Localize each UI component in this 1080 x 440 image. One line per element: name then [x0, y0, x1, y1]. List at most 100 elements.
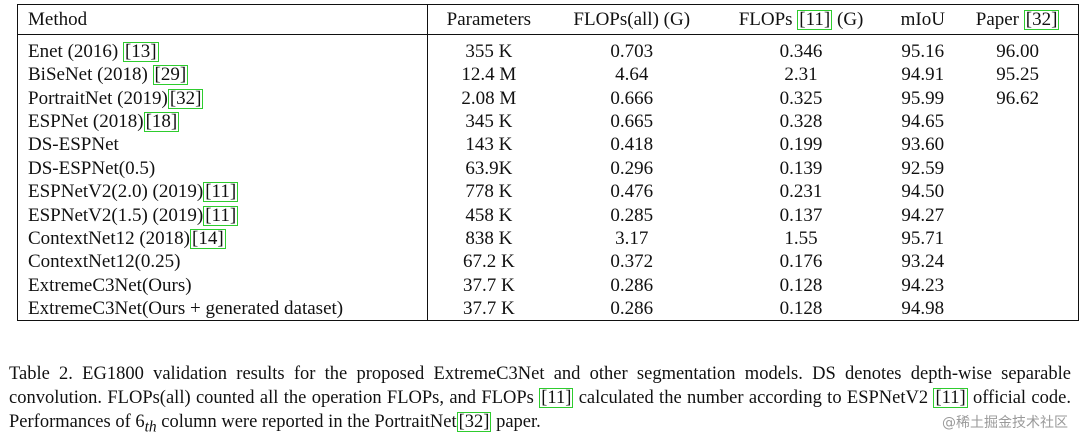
header-flops-all-label: FLOPs(all) (G) [573, 8, 691, 30]
header-flops-label: FLOPs [738, 8, 798, 30]
cell-flops: 0.139 [779, 157, 823, 179]
cell-paper [957, 133, 1078, 156]
table-row: ESPNetV2(1.5) (2019) [11] 458 K 0.285 0.137 9… [17, 203, 1079, 227]
cell-parameters: 355 K [465, 41, 513, 62]
cell-flops: 0.128 [779, 274, 823, 296]
cell-miou: 94.50 [901, 181, 945, 203]
cell-miou: 95.71 [901, 227, 945, 249]
cell-flops-all: 0.296 [610, 157, 654, 179]
method-name: Enet (2016) [28, 41, 123, 62]
method-name: ESPNetV2(2.0) (2019) [28, 181, 204, 203]
cell-parameters: 458 K [465, 204, 513, 226]
caption-citation-1[interactable]: [11] [539, 388, 574, 408]
header-flops-citation[interactable]: [11] [797, 8, 833, 30]
cell-flops-all: 0.476 [610, 181, 654, 203]
table-row: ExtremeC3Net(Ours) 37.7 K 0.286 0.128 94.23 [17, 273, 1079, 297]
cell-parameters: 2.08 M [461, 87, 517, 109]
cell-method: PortraitNet (2019) [32] [17, 86, 428, 110]
cell-miou: 95.16 [901, 41, 945, 62]
cell-method: ContextNet12(0.25) [17, 250, 428, 274]
cell-miou: 92.59 [901, 157, 945, 179]
caption-text-1: Table 2. EG1800 validation results for t… [9, 364, 1071, 408]
cell-flops-all: 0.418 [610, 134, 654, 156]
cell-miou: 94.91 [901, 64, 945, 86]
cell-flops: 0.176 [779, 251, 823, 273]
cell-flops-all: 0.285 [610, 204, 654, 226]
cell-flops: 0.199 [779, 134, 823, 156]
method-citation[interactable]: [18] [143, 110, 180, 132]
cell-method: ContextNet12 (2018) [14] [17, 226, 428, 251]
cell-flops-all: 0.666 [610, 87, 654, 109]
table-row: DS-ESPNet 143 K 0.418 0.199 93.60 [17, 133, 1079, 157]
caption-text-5: paper. [491, 412, 541, 432]
cell-miou: 94.65 [901, 110, 945, 132]
table-body: Enet (2016) [13] 355 K 0.703 0.346 95.16 96.0… [17, 34, 1079, 321]
cell-miou: 93.24 [901, 251, 945, 273]
caption-citation-2[interactable]: [11] [933, 388, 968, 408]
cell-method: DS-ESPNet(0.5) [17, 156, 428, 180]
header-method-label: Method [28, 8, 88, 30]
cell-paper [957, 227, 1078, 250]
method-citation[interactable]: [11] [203, 181, 239, 203]
header-miou-label: mIoU [900, 8, 945, 30]
cell-paper [957, 110, 1078, 133]
cell-paper [957, 250, 1078, 273]
results-table: Method Parameters FLOPs(all) (G) FLOPs [… [17, 4, 1079, 321]
cell-flops-all: 0.286 [610, 274, 654, 296]
table-row: DS-ESPNet(0.5) 63.9K 0.296 0.139 92.59 [17, 156, 1079, 180]
caption-subscript: th [144, 418, 157, 436]
cell-flops-all: 0.372 [610, 251, 654, 273]
table-header-row: Method Parameters FLOPs(all) (G) FLOPs [… [17, 4, 1079, 35]
method-citation[interactable]: [32] [167, 87, 204, 109]
cell-method: ESPNet (2018) [18] [17, 109, 428, 134]
cell-parameters: 12.4 M [461, 64, 517, 86]
method-citation[interactable]: [14] [190, 227, 226, 249]
header-flops: FLOPs [11] (G) [714, 5, 889, 35]
cell-paper [957, 274, 1078, 297]
caption-text-2: calculated the number according to ESPNe… [573, 388, 934, 408]
cell-flops-all: 4.64 [615, 64, 649, 86]
cell-paper: 95.25 [996, 64, 1039, 86]
table-row: ContextNet12 (2018) [14] 838 K 3.17 1.55 95.7… [17, 226, 1079, 251]
method-name: ESPNetV2(1.5) (2019) [28, 204, 204, 226]
method-name: DS-ESPNet [28, 134, 119, 156]
cell-parameters: 345 K [465, 110, 513, 132]
cell-method: DS-ESPNet [17, 133, 428, 157]
cell-paper [957, 297, 1078, 321]
cell-method: ExtremeC3Net(Ours) [17, 273, 428, 297]
table-row: ESPNet (2018) [18] 345 K 0.665 0.328 94.65 [17, 109, 1079, 134]
cell-miou: 94.27 [901, 204, 945, 226]
cell-flops: 0.325 [779, 87, 823, 109]
cell-parameters: 63.9K [465, 157, 513, 179]
cell-paper [957, 157, 1078, 180]
cell-method: Enet (2016) [13] [17, 34, 428, 63]
method-citation[interactable]: [29] [152, 64, 189, 86]
caption-citation-3[interactable]: [32] [456, 412, 492, 432]
header-paper-citation[interactable]: [32] [1023, 8, 1060, 30]
header-miou: mIoU [888, 5, 957, 35]
method-name: ExtremeC3Net(Ours + generated dataset) [28, 297, 344, 319]
header-paper-label: Paper [975, 8, 1024, 30]
method-name: ContextNet12 (2018) [28, 227, 191, 249]
cell-parameters: 838 K [465, 227, 513, 249]
cell-miou: 94.23 [901, 274, 945, 296]
method-citation[interactable]: [13] [122, 41, 159, 62]
header-parameters-label: Parameters [446, 8, 532, 30]
caption-text-4: column were reported in the PortraitNet [156, 412, 457, 432]
table-row: ESPNetV2(2.0) (2019) [11] 778 K 0.476 0.231 9… [17, 179, 1079, 204]
header-method: Method [17, 4, 428, 35]
table-row: BiSeNet (2018) [29] 12.4 M 4.64 2.31 94.91 95… [17, 63, 1079, 87]
cell-flops: 0.137 [779, 204, 823, 226]
method-citation[interactable]: [11] [203, 204, 239, 226]
header-flops-unit: (G) [832, 8, 864, 30]
table-caption: Table 2. EG1800 validation results for t… [9, 362, 1071, 440]
caption-text-3: official code. Performances of 6 [9, 388, 1071, 432]
cell-flops: 2.31 [784, 64, 818, 86]
header-flops-all: FLOPs(all) (G) [550, 5, 714, 35]
cell-method: ESPNetV2(1.5) (2019) [11] [17, 203, 428, 227]
header-paper: Paper [32] [957, 5, 1078, 35]
method-name: PortraitNet (2019) [28, 87, 168, 109]
watermark: @稀土掘金技术社区 [942, 415, 1068, 431]
cell-flops: 0.346 [779, 41, 823, 62]
cell-parameters: 37.7 K [463, 297, 515, 319]
